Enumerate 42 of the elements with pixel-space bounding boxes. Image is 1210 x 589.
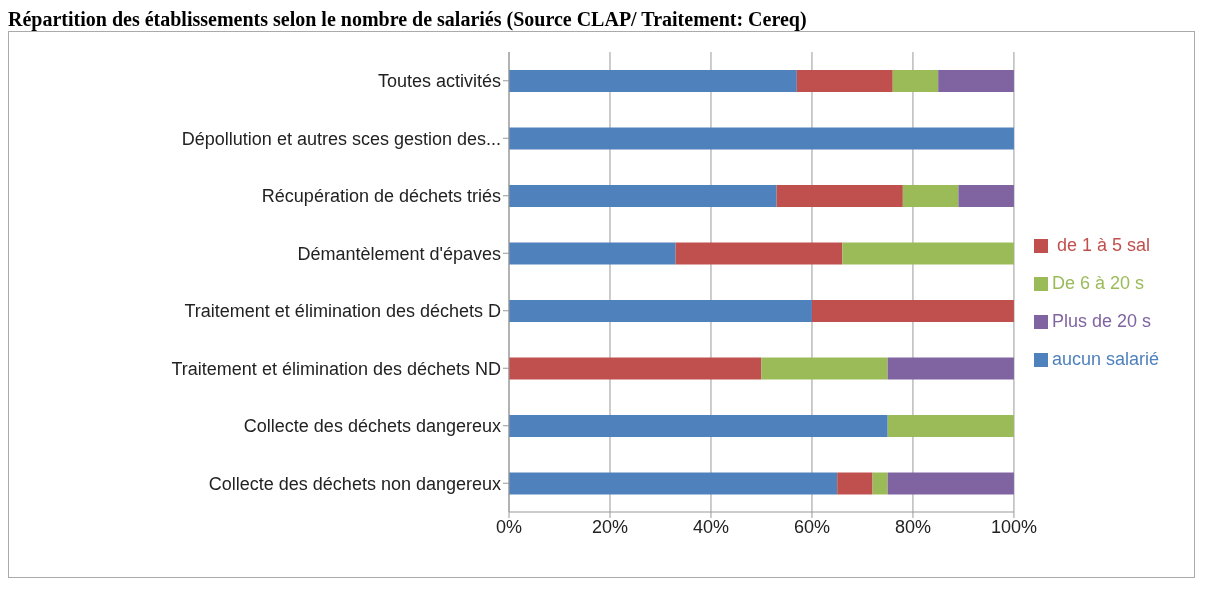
bar [761,357,888,380]
bar [509,242,676,265]
bar [509,472,838,495]
bar [811,300,1014,322]
x-tick-label: 40% [692,516,729,537]
bar [675,242,843,265]
bar [938,70,1014,92]
y-tick-label: Récupération de déchets triés [261,186,501,207]
bar [902,185,959,207]
bar [509,127,1014,150]
bar [887,415,1014,437]
bar [958,185,1014,207]
legend-label: de 1 à 5 sal [1055,235,1150,255]
y-tick-label: Traitement et élimination des déchets ND [171,358,501,379]
x-tick-label: 0% [495,516,523,537]
y-tick-label: Toutes activités [377,71,501,92]
bar [509,185,777,207]
chart-title: Répartition des établissements selon le nombre de salariés (Source CLAP/ Traitement: Cereq) [8,8,808,31]
bar [837,472,873,495]
x-tick-label: 100% [990,516,1037,537]
bar [842,242,1014,265]
x-tick-label: 20% [591,516,628,537]
legend-label: aucun salarié [1051,349,1159,369]
legend-label: Plus de 20 s [1051,311,1151,331]
bar [892,70,939,92]
y-tick-label: Démantèlement d'épaves [297,243,501,264]
bar [872,472,888,495]
bar [509,357,762,380]
x-tick-label: 60% [793,516,830,537]
y-tick-label: Collecte des déchets non dangereux [208,473,501,494]
y-tick-label: Traitement et élimination des déchets D [184,301,501,322]
bar [887,357,1014,380]
bar [509,300,812,322]
y-tick-label: Dépollution et autres sces gestion des... [181,128,501,149]
bar [887,472,1014,495]
bar [509,70,797,92]
y-tick-label: Collecte des déchets dangereux [243,416,501,437]
bar [776,185,903,207]
legend-label: De 6 à 20 s [1051,273,1144,293]
bar [509,415,888,437]
x-tick-label: 80% [894,516,931,537]
bar [796,70,893,92]
